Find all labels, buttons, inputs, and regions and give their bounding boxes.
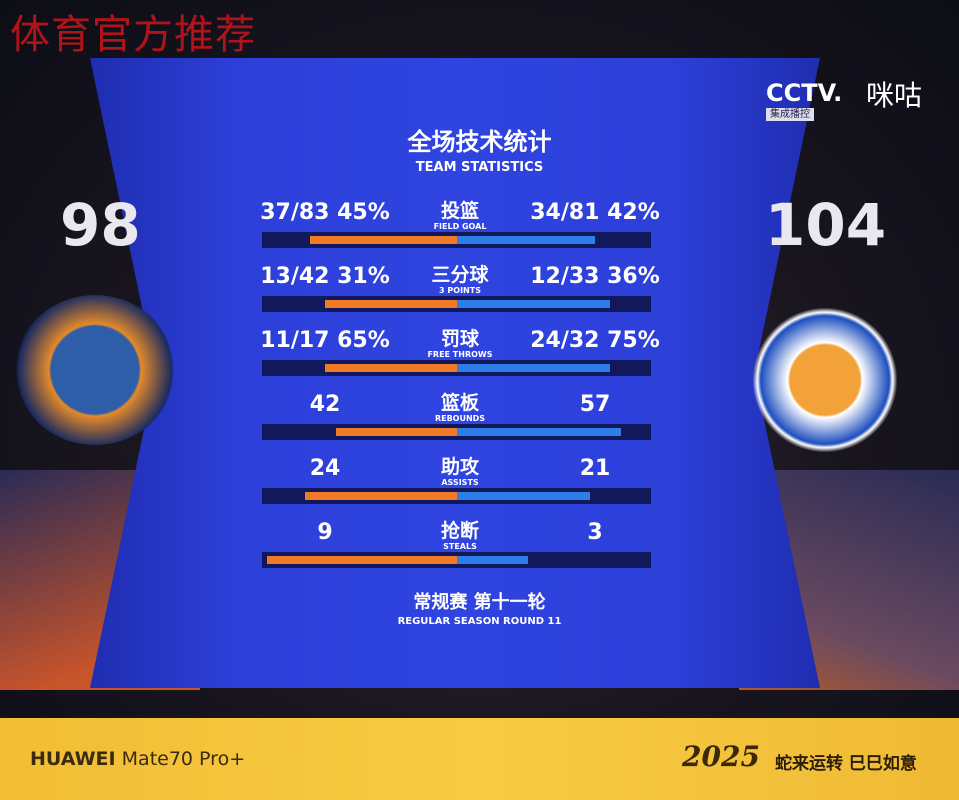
stat-label-cn: 罚球	[440, 328, 479, 350]
migu-logo: 咪咕	[866, 79, 923, 112]
right-value: 34/81 42%	[530, 200, 660, 225]
stat-label-en: STEALS	[443, 542, 477, 551]
slogan: 蛇来运转 巳巳如意	[775, 754, 917, 774]
watermark: 体育官方推荐	[10, 12, 256, 58]
phone-brand: HUAWEI Mate70 Pro+	[30, 748, 245, 770]
left-bar-fill	[267, 556, 457, 564]
left-bar-fill	[310, 236, 457, 244]
right-value: 57	[579, 392, 611, 417]
stat-row: 13/42 31% 三分球 3 POINTS 12/33 36%	[250, 264, 670, 324]
left-value: 13/42 31%	[260, 264, 390, 289]
right-bar-fill	[457, 556, 528, 564]
flying-tigers-logo	[740, 300, 910, 460]
left-team-score: 98	[60, 191, 141, 259]
stat-row: 37/83 45% 投篮 FIELD GOAL 34/81 42%	[250, 200, 670, 260]
stat-label-en: 3 POINTS	[439, 286, 481, 295]
stat-label: 篮板 REBOUNDS	[400, 392, 520, 423]
stat-label: 罚球 FREE THROWS	[400, 328, 520, 359]
stat-label-cn: 三分球	[431, 264, 489, 286]
left-value: 37/83 45%	[260, 200, 390, 225]
phone-banner: HUAWEI Mate70 Pro+ 2025 蛇来运转 巳巳如意	[0, 718, 959, 800]
sharks-logo	[15, 295, 175, 445]
right-value: 24/32 75%	[530, 328, 660, 353]
stat-label: 投篮 FIELD GOAL	[400, 200, 520, 231]
right-bar-fill	[457, 428, 621, 436]
left-value: 42	[309, 392, 341, 417]
stat-label-en: FREE THROWS	[427, 350, 493, 359]
stat-label-cn: 篮板	[440, 392, 479, 414]
right-value: 3	[587, 520, 603, 545]
stat-label-cn: 抢断	[440, 520, 479, 542]
stat-label: 三分球 3 POINTS	[400, 264, 520, 295]
round-en: REGULAR SEASON ROUND 11	[397, 616, 562, 627]
model-name: Mate70 Pro+	[121, 748, 246, 770]
year-logo: 2025	[682, 740, 760, 773]
comparison-bar	[262, 296, 651, 312]
comparison-bar	[262, 232, 651, 248]
left-value: 24	[309, 456, 341, 481]
comparison-bar	[262, 552, 651, 568]
stat-row: 24 助攻 ASSISTS 21	[250, 456, 670, 516]
stat-label-en: ASSISTS	[441, 478, 479, 487]
round-cn: 常规赛 第十一轮	[413, 592, 546, 613]
title-en: TEAM STATISTICS	[415, 160, 544, 175]
title-cn: 全场技术统计	[407, 128, 552, 156]
right-bar-fill	[457, 492, 590, 500]
stat-label-en: FIELD GOAL	[433, 222, 487, 231]
stat-row: 9 抢断 STEALS 3	[250, 520, 670, 580]
stat-label-cn: 投篮	[440, 200, 479, 222]
left-bar-fill	[325, 300, 457, 308]
right-team-score: 104	[765, 191, 887, 259]
left-bar-fill	[325, 364, 457, 372]
stat-label: 助攻 ASSISTS	[400, 456, 520, 487]
stat-label: 抢断 STEALS	[400, 520, 520, 551]
stat-row: 11/17 65% 罚球 FREE THROWS 24/32 75%	[250, 328, 670, 388]
left-value: 11/17 65%	[260, 328, 390, 353]
left-bar-fill	[305, 492, 457, 500]
right-bar-fill	[457, 364, 610, 372]
comparison-bar	[262, 488, 651, 504]
right-bar-fill	[457, 300, 610, 308]
stat-label-cn: 助攻	[440, 456, 479, 478]
left-value: 9	[317, 520, 333, 545]
comparison-bar	[262, 424, 651, 440]
right-value: 21	[579, 456, 611, 481]
right-value: 12/33 36%	[530, 264, 660, 289]
stat-label-en: REBOUNDS	[434, 414, 486, 423]
cctv-logo: CCTV.	[766, 79, 843, 107]
comparison-bar	[262, 360, 651, 376]
right-bar-fill	[457, 236, 595, 244]
brand-name: HUAWEI	[30, 748, 116, 770]
left-bar-fill	[336, 428, 457, 436]
cctv-sub-label: 集成播控	[766, 108, 814, 121]
stat-row: 42 篮板 REBOUNDS 57	[250, 392, 670, 452]
